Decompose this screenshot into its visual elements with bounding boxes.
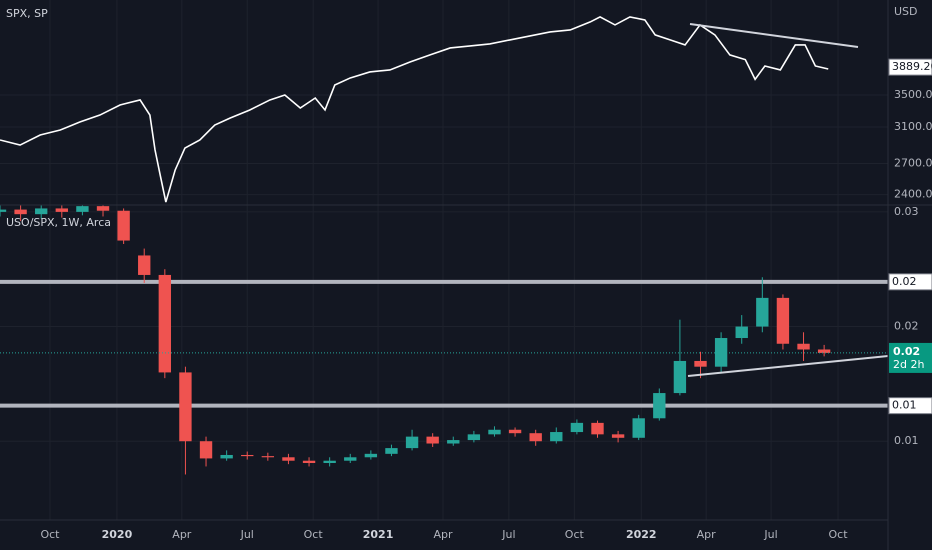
candle-body xyxy=(35,208,48,215)
candle-body xyxy=(756,297,769,327)
currency-label: USD xyxy=(894,5,918,18)
x-tick-label: Oct xyxy=(565,528,585,541)
candle-body xyxy=(488,429,501,435)
candle-body xyxy=(611,434,625,438)
x-tick-label: Apr xyxy=(172,528,192,541)
candle-body xyxy=(467,434,481,441)
candle-body xyxy=(117,210,130,241)
x-tick-label: 2020 xyxy=(102,528,133,541)
candle-body xyxy=(179,372,192,442)
candle-body xyxy=(447,440,460,444)
y-tick-label: 2700.00 xyxy=(894,157,932,170)
x-tick-label: Apr xyxy=(433,528,453,541)
candle-body xyxy=(817,349,831,353)
candle-body xyxy=(673,360,687,394)
price-line xyxy=(0,16,829,203)
grid xyxy=(0,0,888,205)
candle-body xyxy=(96,206,110,211)
candle-body xyxy=(653,393,666,419)
overlay: 3500.00 3100.00 2700.00 2400.00 3889.20 0.03 0… xyxy=(40,58,932,541)
x-tick-label: 2021 xyxy=(363,528,394,541)
trend-line xyxy=(689,23,859,48)
candle-body xyxy=(694,360,707,367)
candle-body xyxy=(158,274,172,373)
x-tick-label: Oct xyxy=(829,528,849,541)
candle-body xyxy=(323,460,336,464)
plot-area xyxy=(0,16,829,203)
last-price-label: 0.02 xyxy=(893,345,920,358)
candle-body xyxy=(405,436,419,449)
candle-body xyxy=(426,436,439,444)
candle-body xyxy=(344,457,357,461)
x-tick-label: Oct xyxy=(304,528,324,541)
candle-body xyxy=(241,454,254,457)
last-price-box xyxy=(889,342,932,373)
candle-body xyxy=(550,432,563,442)
x-tick-label: Oct xyxy=(40,528,60,541)
price-label-box xyxy=(888,397,932,415)
x-tick-label: Jul xyxy=(501,528,515,541)
candle-body xyxy=(714,338,728,367)
candle-body xyxy=(632,418,645,438)
candle-body xyxy=(302,460,316,464)
candle-body xyxy=(55,208,68,212)
candle-body xyxy=(776,297,790,344)
candle-body xyxy=(364,453,378,458)
price-label-box xyxy=(888,273,932,291)
trend-line xyxy=(687,355,889,377)
y-tick-label: 3500.00 xyxy=(894,88,932,101)
x-tick-label: 2022 xyxy=(626,528,657,541)
candle-body xyxy=(76,206,89,212)
plot-area xyxy=(0,205,888,475)
y-tick-label: 0.02 xyxy=(894,320,919,333)
price-label: 3889.20 xyxy=(892,60,932,73)
candle-body xyxy=(14,209,27,215)
y-tick-label: 2400.00 xyxy=(894,188,932,201)
candle-body xyxy=(385,448,398,454)
countdown-label: 2d 2h xyxy=(893,358,924,371)
x-tick-label: Apr xyxy=(697,528,717,541)
price-label: 0.01 xyxy=(892,399,917,412)
candle-body xyxy=(797,343,810,350)
candle-body xyxy=(282,457,295,461)
candle-body xyxy=(591,422,604,435)
candle-body xyxy=(199,441,213,459)
y-tick-label: 3100.00 xyxy=(894,120,932,133)
candle-body xyxy=(735,326,748,339)
candle-body xyxy=(0,209,7,212)
candle-body xyxy=(138,255,151,275)
y-tick-label: 0.01 xyxy=(894,434,919,447)
candle-body xyxy=(261,456,275,458)
candle-body xyxy=(529,433,542,442)
candle-body xyxy=(220,454,233,459)
price-label: 0.02 xyxy=(892,275,917,288)
pane-title: SPX, SP xyxy=(6,7,48,20)
y-tick-label: 0.03 xyxy=(894,205,919,218)
candle-body xyxy=(508,429,522,434)
x-tick-label: Jul xyxy=(240,528,254,541)
candle-body xyxy=(570,422,584,433)
pane-title: USO/SPX, 1W, Arca xyxy=(6,216,111,229)
x-tick-label: Jul xyxy=(763,528,777,541)
price-label-box xyxy=(888,58,932,76)
